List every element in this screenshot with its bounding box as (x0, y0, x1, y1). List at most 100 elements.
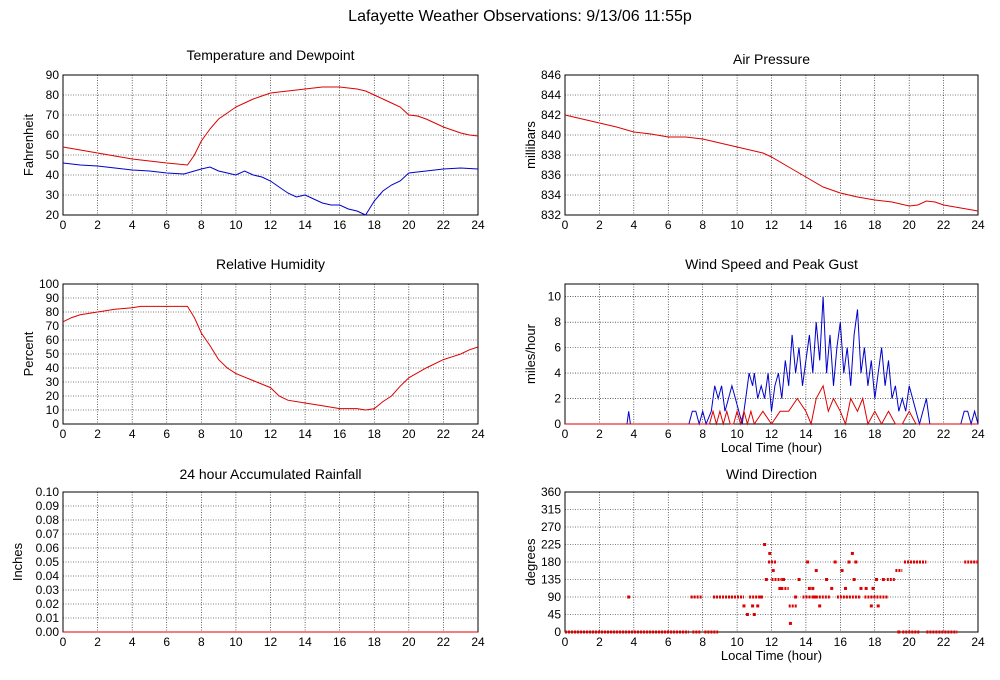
x-tick-label: 2 (94, 218, 101, 232)
direction-point (850, 551, 854, 555)
x-tick-label: 0 (60, 218, 67, 232)
direction-point (752, 613, 756, 616)
direction-point (854, 560, 858, 564)
y-tick-label: 315 (541, 503, 561, 517)
y-tick-label: 836 (541, 168, 561, 182)
x-tick-label: 6 (163, 635, 170, 649)
x-tick-label: 6 (665, 635, 672, 649)
direction-point (742, 604, 746, 608)
y-tick-label: 846 (541, 68, 561, 82)
x-tick-label: 0 (562, 635, 569, 649)
x-tick-label: 8 (699, 218, 706, 232)
y-tick-label: 834 (541, 188, 561, 202)
y-tick-label: 90 (46, 68, 60, 82)
y-tick-label: 844 (541, 88, 561, 102)
x-tick-label: 10 (730, 218, 744, 232)
direction-point (778, 586, 782, 590)
x-tick-label: 24 (971, 218, 985, 232)
direction-point (847, 560, 851, 564)
y-tick-label: 270 (541, 520, 561, 534)
direction-point (768, 551, 772, 555)
direction-point (881, 578, 885, 581)
y-tick-label: 60 (46, 333, 60, 347)
plot-frame (62, 74, 479, 216)
x-tick-label: 4 (630, 635, 637, 649)
x-axis-label: Local Time (hour) (721, 648, 822, 663)
y-tick-label: 0.10 (36, 485, 60, 499)
x-tick-label: 10 (730, 635, 744, 649)
x-tick-label: 22 (937, 635, 951, 649)
plot-frame (62, 283, 479, 425)
y-axis-label: degrees (523, 538, 538, 585)
x-tick-label: 8 (198, 427, 205, 441)
y-tick-label: 70 (46, 108, 60, 122)
direction-point (794, 595, 798, 599)
chart-title: Temperature and Dewpoint (186, 47, 354, 63)
x-tick-label: 24 (471, 427, 485, 441)
y-tick-label: 0.09 (36, 499, 60, 513)
direction-point (814, 569, 818, 573)
x-tick-label: 2 (596, 427, 603, 441)
x-tick-label: 12 (264, 427, 278, 441)
x-tick-label: 6 (665, 427, 672, 441)
direction-point (852, 578, 856, 581)
y-tick-label: 0 (554, 417, 561, 431)
y-tick-label: 50 (46, 148, 60, 162)
x-tick-label: 0 (60, 427, 67, 441)
direction-point (756, 604, 760, 608)
x-tick-label: 16 (834, 635, 848, 649)
direction-point (864, 586, 868, 590)
x-tick-label: 4 (129, 427, 136, 441)
series-line-humidity-0 (62, 305, 479, 411)
y-tick-label: 10 (46, 403, 60, 417)
x-tick-label: 4 (630, 218, 637, 232)
x-tick-label: 20 (902, 218, 916, 232)
plot-frame (564, 74, 979, 216)
y-axis-label: Percent (21, 331, 36, 376)
direction-point (874, 578, 878, 581)
direction-point (818, 604, 822, 608)
y-tick-label: 842 (541, 108, 561, 122)
x-tick-label: 20 (402, 635, 416, 649)
page-title: Lafayette Weather Observations: 9/13/06 … (348, 8, 692, 25)
x-tick-label: 16 (333, 218, 347, 232)
x-tick-label: 10 (229, 218, 243, 232)
y-tick-label: 225 (541, 538, 561, 552)
x-tick-label: 20 (902, 427, 916, 441)
x-tick-label: 14 (298, 635, 312, 649)
chart-title: Wind Speed and Peak Gust (685, 256, 858, 272)
y-tick-label: 40 (46, 361, 60, 375)
x-tick-label: 12 (765, 218, 779, 232)
direction-point (797, 578, 801, 581)
x-tick-label: 16 (333, 427, 347, 441)
x-tick-label: 20 (402, 218, 416, 232)
direction-point (871, 586, 875, 590)
direction-point (627, 595, 631, 599)
x-tick-label: 24 (971, 427, 985, 441)
series-line-wind-0 (565, 296, 979, 426)
y-tick-label: 80 (46, 305, 60, 319)
x-tick-label: 14 (298, 427, 312, 441)
y-tick-label: 40 (46, 168, 60, 182)
y-tick-label: 840 (541, 128, 561, 142)
y-tick-label: 20 (46, 389, 60, 403)
y-axis-label: Fahrenheit (21, 114, 36, 177)
x-tick-label: 4 (129, 218, 136, 232)
direction-point (830, 586, 834, 590)
x-tick-label: 18 (868, 635, 882, 649)
y-tick-label: 0.08 (36, 513, 60, 527)
y-tick-label: 30 (46, 375, 60, 389)
x-tick-label: 4 (630, 427, 637, 441)
direction-point (876, 604, 880, 608)
series-line-wind-1 (565, 384, 978, 426)
y-tick-label: 838 (541, 148, 561, 162)
x-tick-label: 12 (765, 635, 779, 649)
x-tick-label: 24 (471, 218, 485, 232)
y-tick-label: 0.06 (36, 541, 60, 555)
y-tick-label: 6 (554, 341, 561, 355)
